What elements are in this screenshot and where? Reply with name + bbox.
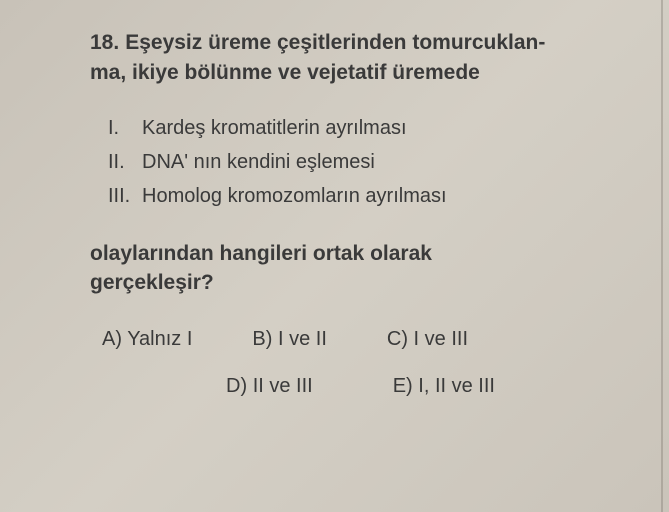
- roman-label: III.: [108, 181, 142, 211]
- roman-text: DNA' nın kendini eşlemesi: [142, 147, 375, 177]
- question-block: 18. Eşeysiz üreme çeşitlerinden tomurcukl…: [0, 0, 669, 418]
- closing-line-1: olaylarından hangileri ortak olarak: [90, 242, 432, 265]
- option-e[interactable]: E) I, II ve III: [393, 375, 495, 398]
- roman-text: Homolog kromozomların ayrılması: [142, 181, 447, 211]
- question-stem: 18. Eşeysiz üreme çeşitlerinden tomurcukl…: [90, 28, 619, 89]
- option-b[interactable]: B) I ve II: [252, 328, 326, 351]
- roman-text: Kardeş kromatitlerin ayrılması: [142, 113, 407, 143]
- roman-item: I. Kardeş kromatitlerin ayrılması: [108, 113, 619, 143]
- roman-label: I.: [108, 113, 142, 143]
- roman-label: II.: [108, 147, 142, 177]
- stem-line-1: Eşeysiz üreme çeşitlerinden tomurcuklan-: [125, 31, 545, 54]
- question-number: 18.: [90, 31, 119, 54]
- page-divider: [661, 0, 663, 512]
- roman-item: III. Homolog kromozomların ayrılması: [108, 181, 619, 211]
- options-row-2: D) II ve III E) I, II ve III: [102, 375, 619, 398]
- options-row-1: A) Yalnız I B) I ve II C) I ve III: [102, 328, 619, 351]
- roman-item: II. DNA' nın kendini eşlemesi: [108, 147, 619, 177]
- option-a[interactable]: A) Yalnız I: [102, 328, 192, 351]
- roman-list: I. Kardeş kromatitlerin ayrılması II. DN…: [108, 113, 619, 211]
- stem-line-2: ma, ikiye bölünme ve vejetatif üremede: [90, 61, 480, 84]
- closing-line-2: gerçekleşir?: [90, 271, 214, 294]
- option-c[interactable]: C) I ve III: [387, 328, 468, 351]
- closing-question: olaylarından hangileri ortak olarak gerç…: [90, 239, 619, 298]
- option-d[interactable]: D) II ve III: [226, 375, 313, 398]
